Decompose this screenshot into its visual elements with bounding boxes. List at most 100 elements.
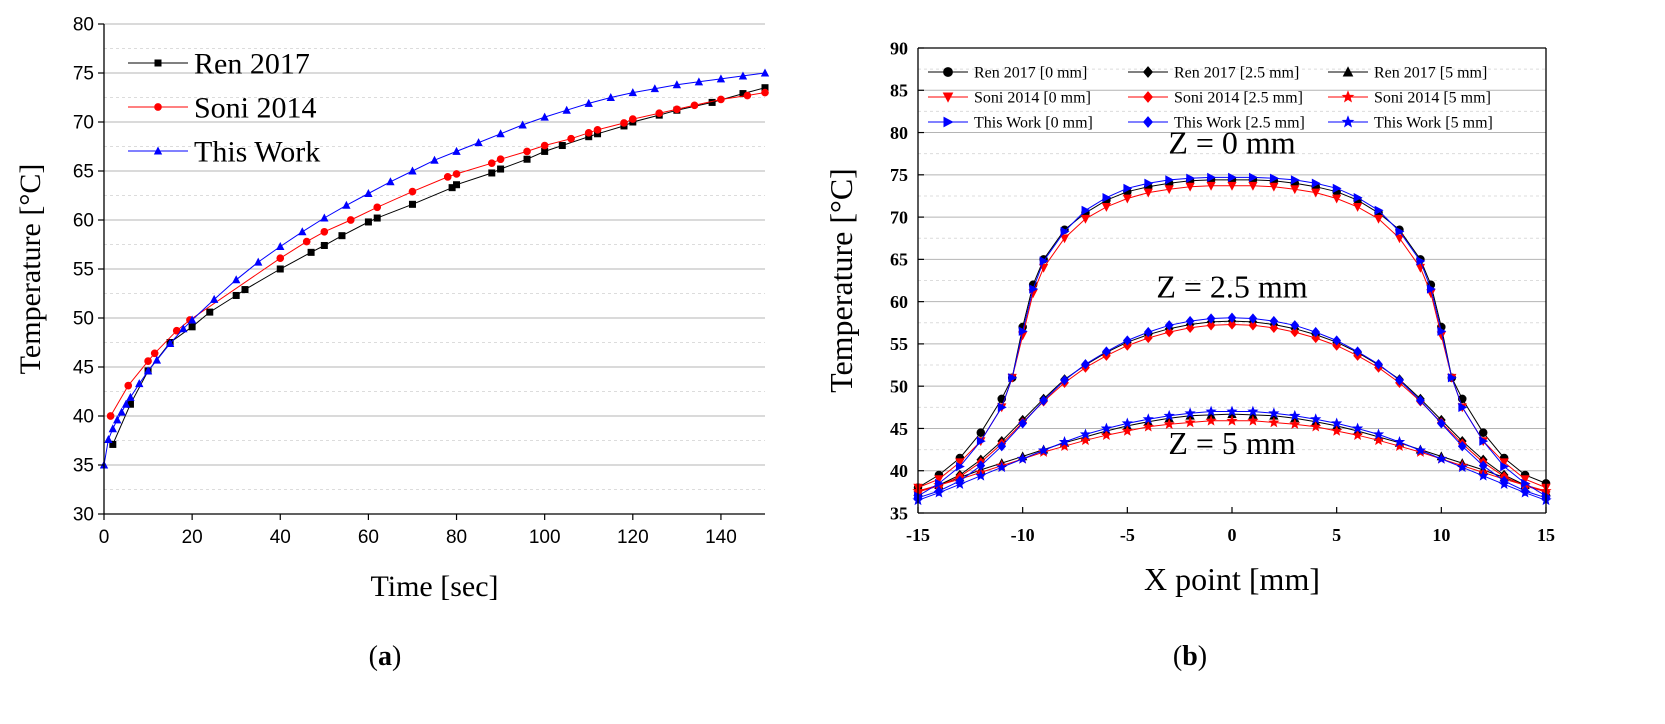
data-point (1122, 335, 1132, 346)
x-axis-label: X point [mm] (1144, 561, 1320, 597)
data-point (302, 237, 311, 246)
data-point (1184, 416, 1196, 428)
y-tick-label: 70 (890, 207, 908, 227)
legend-entry: Ren 2017 (194, 48, 310, 81)
data-point (143, 366, 153, 375)
data-point (1038, 444, 1050, 456)
data-point (1290, 175, 1300, 185)
data-point (1332, 183, 1342, 193)
data-point (540, 112, 549, 121)
legend-marker (153, 146, 163, 155)
data-point (1165, 175, 1175, 185)
data-point (1205, 414, 1217, 426)
legend-entry: Ren 2017 [5 mm] (1374, 65, 1487, 82)
data-point (1498, 478, 1510, 489)
panel-letter: b (1182, 641, 1198, 672)
data-point (165, 338, 175, 347)
data-point (1228, 172, 1237, 182)
data-point (1121, 417, 1133, 429)
x-tick-label: 0 (99, 527, 110, 548)
data-point (408, 166, 417, 175)
legend-marker (1142, 116, 1154, 128)
data-point (976, 428, 986, 437)
panel-label: (b) (1173, 641, 1207, 672)
data-point (276, 254, 285, 263)
series-this-work-0-mm (914, 172, 1551, 501)
legend-entry: Ren 2017 [0 mm] (974, 65, 1087, 82)
data-point (1081, 205, 1091, 215)
series-this-work-2-5-mm (913, 312, 1551, 503)
data-point (135, 379, 144, 388)
y-tick-label: 40 (73, 407, 94, 428)
data-point (364, 189, 373, 198)
data-point (1352, 203, 1363, 212)
data-point (487, 159, 496, 167)
data-point (935, 478, 944, 489)
data-point (1102, 346, 1111, 357)
data-point (342, 200, 351, 209)
data-point (1247, 414, 1259, 426)
y-tick-label: 55 (890, 334, 908, 354)
data-point (232, 291, 240, 299)
data-point (1332, 335, 1342, 346)
legend-entry: This Work [2.5 mm] (1174, 115, 1305, 132)
legend-entry: Ren 2017 [2.5 mm] (1174, 65, 1299, 82)
legend-marker (1142, 66, 1154, 78)
data-point (1352, 422, 1364, 434)
data-point (1372, 428, 1385, 440)
data-point (1226, 414, 1238, 426)
data-point (453, 181, 461, 189)
data-point (933, 486, 945, 498)
data-point (650, 84, 660, 93)
data-point (1079, 428, 1092, 440)
data-point (1039, 256, 1049, 266)
data-point (108, 424, 117, 433)
data-point (1269, 315, 1279, 327)
data-point (1227, 312, 1237, 323)
data-point (1101, 203, 1112, 212)
data-point (1437, 326, 1447, 336)
data-point (386, 177, 395, 186)
data-point (338, 232, 346, 240)
x-tick-label: -15 (906, 525, 930, 545)
panel-label: (a) (369, 641, 402, 672)
data-point (1353, 193, 1363, 203)
data-point (209, 294, 219, 303)
legend-marker (943, 67, 953, 77)
data-point (584, 128, 593, 137)
annotation-label: Z = 5 mm (1168, 425, 1295, 461)
data-point (523, 147, 531, 156)
legend-entry: Soni 2014 [2.5 mm] (1174, 90, 1303, 107)
data-point (1060, 375, 1069, 386)
data-point (1058, 436, 1071, 447)
data-point (1290, 326, 1300, 338)
data-point (1206, 313, 1216, 324)
data-point (1122, 194, 1132, 204)
data-point (1456, 461, 1468, 473)
data-point (1248, 320, 1258, 331)
x-tick-label: 15 (1537, 525, 1555, 545)
y-axis-label: Temperature [°C] (823, 168, 859, 393)
data-point (620, 119, 628, 127)
data-point (276, 241, 285, 250)
data-point (655, 109, 664, 118)
legend-marker (943, 116, 954, 128)
data-point (1477, 469, 1489, 481)
data-point (1008, 373, 1018, 383)
data-point (373, 203, 382, 212)
data-point (1205, 405, 1217, 417)
y-tick-label: 45 (890, 419, 908, 439)
legend-marker (1342, 66, 1354, 77)
data-point (117, 407, 126, 416)
data-point (1121, 425, 1133, 436)
data-point (152, 355, 162, 364)
y-tick-label: 65 (890, 250, 908, 270)
data-point (1290, 185, 1300, 195)
data-point (1447, 373, 1457, 383)
data-point (1186, 173, 1196, 183)
y-axis-label: Temperature [°C] (14, 164, 47, 375)
data-point (672, 80, 682, 89)
data-point (488, 169, 496, 177)
data-point (1372, 434, 1385, 446)
data-point (717, 95, 725, 104)
